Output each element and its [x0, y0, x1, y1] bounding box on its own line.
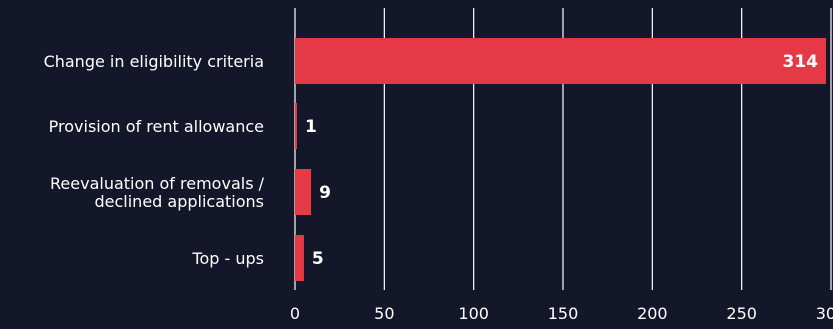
- bar: [295, 103, 297, 149]
- x-tick-label: 250: [726, 304, 757, 323]
- value-label: 1: [305, 117, 317, 137]
- category-label: Provision of rent allowance: [49, 117, 264, 136]
- category-label: Change in eligibility criteria: [44, 52, 264, 71]
- x-tick-labels: 0 50 100 150 200 250 300: [290, 304, 833, 323]
- bar: [295, 235, 304, 281]
- category-labels: Change in eligibility criteria Provision …: [44, 52, 265, 268]
- bar: [295, 38, 826, 84]
- value-label: 9: [319, 183, 331, 203]
- x-tick-label: 300: [816, 304, 833, 323]
- bar: [295, 169, 312, 215]
- value-label: 314: [783, 52, 819, 72]
- x-tick-label: 0: [290, 304, 300, 323]
- category-label: Top - ups: [191, 249, 264, 268]
- x-tick-label: 150: [548, 304, 579, 323]
- x-tick-label: 50: [374, 304, 394, 323]
- x-tick-label: 200: [637, 304, 668, 323]
- value-label: 5: [312, 249, 324, 269]
- bars: [295, 38, 826, 281]
- value-labels: 314 1 9 5: [305, 52, 818, 269]
- x-tick-label: 100: [458, 304, 489, 323]
- category-label: Reevaluation of removals /: [50, 174, 265, 193]
- category-label: declined applications: [94, 192, 264, 211]
